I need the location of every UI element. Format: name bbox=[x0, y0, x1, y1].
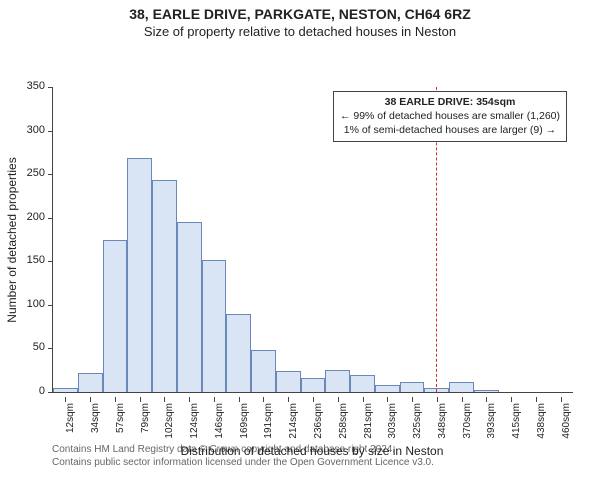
x-tick-label: 370sqm bbox=[462, 403, 473, 439]
y-tick: 0 bbox=[53, 392, 54, 393]
x-tick-label: 57sqm bbox=[115, 403, 126, 433]
histogram-bar bbox=[53, 388, 78, 392]
x-tick-label: 415sqm bbox=[511, 403, 522, 439]
y-tick: 350 bbox=[53, 87, 54, 88]
histogram-bar bbox=[375, 385, 400, 392]
y-axis-label: Number of detached properties bbox=[5, 157, 19, 322]
y-tick-label: 100 bbox=[27, 298, 45, 310]
x-tick-label: 79sqm bbox=[140, 403, 151, 433]
page-subtitle: Size of property relative to detached ho… bbox=[0, 24, 600, 39]
histogram-bar bbox=[152, 180, 177, 392]
y-tick: 250 bbox=[53, 174, 54, 175]
histogram-bar bbox=[400, 382, 425, 392]
x-tick-label: 258sqm bbox=[338, 403, 349, 439]
y-tick-label: 200 bbox=[27, 211, 45, 223]
histogram-chart: 0 50 100 150 200 250 300 350 12sqm 34sqm 57sqm 79sq… bbox=[0, 39, 600, 439]
x-tick-label: 348sqm bbox=[437, 403, 448, 439]
page-title: 38, EARLE DRIVE, PARKGATE, NESTON, CH64 … bbox=[0, 6, 600, 22]
annotation-box: 38 EARLE DRIVE: 354sqm← 99% of detached … bbox=[333, 91, 567, 142]
y-tick: 150 bbox=[53, 261, 54, 262]
x-tick-label: 34sqm bbox=[90, 403, 101, 433]
histogram-bar bbox=[78, 373, 103, 392]
x-tick-label: 438sqm bbox=[536, 403, 547, 439]
y-tick: 300 bbox=[53, 131, 54, 132]
x-tick-label: 303sqm bbox=[387, 403, 398, 439]
y-tick-label: 350 bbox=[27, 80, 45, 92]
histogram-bar bbox=[301, 378, 326, 392]
x-tick-label: 102sqm bbox=[164, 403, 175, 439]
histogram-bar bbox=[251, 350, 276, 392]
y-tick: 100 bbox=[53, 305, 54, 306]
histogram-bar bbox=[350, 375, 375, 392]
histogram-bar bbox=[276, 371, 301, 392]
x-tick-label: 12sqm bbox=[65, 403, 76, 433]
histogram-bar bbox=[103, 240, 128, 392]
annotation-title: 38 EARLE DRIVE: 354sqm bbox=[340, 95, 560, 109]
y-tick: 50 bbox=[53, 348, 54, 349]
annotation-line: 1% of semi-detached houses are larger (9… bbox=[340, 123, 560, 137]
x-tick-label: 169sqm bbox=[239, 403, 250, 439]
histogram-bar bbox=[127, 158, 152, 392]
x-tick-label: 281sqm bbox=[363, 403, 374, 439]
y-tick-label: 300 bbox=[27, 124, 45, 136]
histogram-bar bbox=[325, 370, 350, 392]
x-tick-label: 325sqm bbox=[412, 403, 423, 439]
histogram-bar bbox=[449, 382, 474, 392]
y-tick-label: 50 bbox=[33, 341, 45, 353]
histogram-bar bbox=[202, 260, 227, 392]
histogram-bar bbox=[226, 314, 251, 392]
x-tick-label: 191sqm bbox=[263, 403, 274, 439]
histogram-bar bbox=[474, 390, 499, 392]
x-tick-label: 214sqm bbox=[288, 403, 299, 439]
x-tick-label: 236sqm bbox=[313, 403, 324, 439]
histogram-bar bbox=[177, 222, 202, 392]
x-axis-label: Distribution of detached houses by size … bbox=[52, 444, 572, 458]
annotation-line: ← 99% of detached houses are smaller (1,… bbox=[340, 109, 560, 123]
x-tick-label: 460sqm bbox=[561, 403, 572, 439]
x-tick-label: 146sqm bbox=[214, 403, 225, 439]
y-tick-label: 250 bbox=[27, 167, 45, 179]
y-tick-label: 0 bbox=[39, 385, 45, 397]
x-tick-label: 393sqm bbox=[486, 403, 497, 439]
y-tick: 200 bbox=[53, 218, 54, 219]
y-tick-label: 150 bbox=[27, 254, 45, 266]
x-tick-label: 124sqm bbox=[189, 403, 200, 439]
